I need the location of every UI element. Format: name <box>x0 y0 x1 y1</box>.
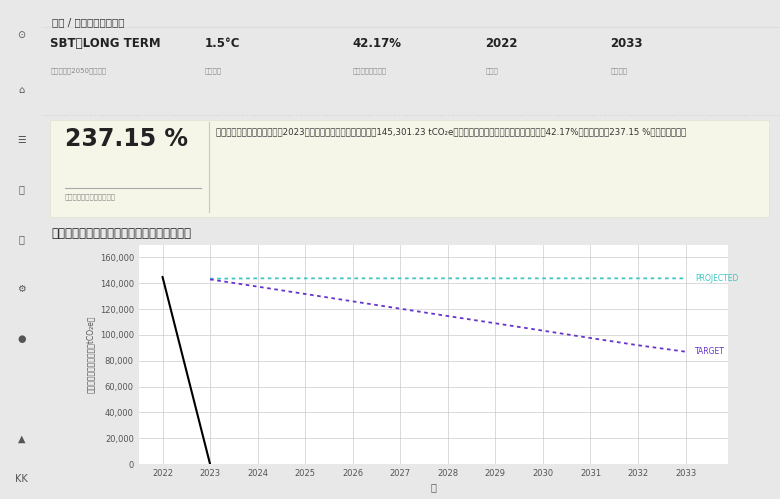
Text: KK: KK <box>15 474 28 484</box>
Text: 基準年度と比較して、現在（2023年）の温室効果ガス排出量は、145,301.23 tCO₂e減少しています。目標トータル削減量（42.17%）に対して、237: 基準年度と比較して、現在（2023年）の温室効果ガス排出量は、145,301.2… <box>216 127 686 136</box>
Text: ⊙: ⊙ <box>17 30 26 40</box>
Text: 基準年: 基準年 <box>485 67 498 74</box>
Text: 🔍: 🔍 <box>19 185 24 195</box>
FancyBboxPatch shape <box>50 120 769 217</box>
Text: 📊: 📊 <box>19 235 24 245</box>
Text: 42.17%: 42.17% <box>353 37 402 50</box>
Text: ▲: ▲ <box>18 434 25 444</box>
Text: ●: ● <box>17 334 26 344</box>
Text: ☰: ☰ <box>17 135 26 145</box>
Text: 削減 / 脱炭素パスウェイ: 削減 / 脱炭素パスウェイ <box>51 17 124 27</box>
Text: 目標パスウェイ：総削減量（年ごとの推移）: 目標パスウェイ：総削減量（年ごとの推移） <box>51 227 192 240</box>
X-axis label: 年: 年 <box>431 482 437 492</box>
Text: 最終年度: 最終年度 <box>611 67 627 74</box>
Text: SBT・LONG TERM: SBT・LONG TERM <box>50 37 161 50</box>
Text: 2022: 2022 <box>485 37 518 50</box>
Text: 2033: 2033 <box>611 37 643 50</box>
Text: TARGET: TARGET <box>695 347 725 356</box>
Text: 1.5°C: 1.5°C <box>205 37 240 50</box>
Text: 目標気温: 目標気温 <box>205 67 222 74</box>
Text: 目標総排出削減量: 目標総排出削減量 <box>353 67 386 74</box>
Text: PROJECTED: PROJECTED <box>695 274 739 283</box>
Text: ⚙: ⚙ <box>17 284 26 294</box>
Text: 目標削減達成量の達成状況: 目標削減達成量の達成状況 <box>65 194 116 200</box>
Text: ⌂: ⌂ <box>18 85 25 95</box>
Text: 対応規格（2050年比較）: 対応規格（2050年比較） <box>50 67 106 74</box>
Y-axis label: 総排出削減パスウェイ（tCO₂e）: 総排出削減パスウェイ（tCO₂e） <box>87 315 95 393</box>
Text: 237.15 %: 237.15 % <box>65 127 188 151</box>
